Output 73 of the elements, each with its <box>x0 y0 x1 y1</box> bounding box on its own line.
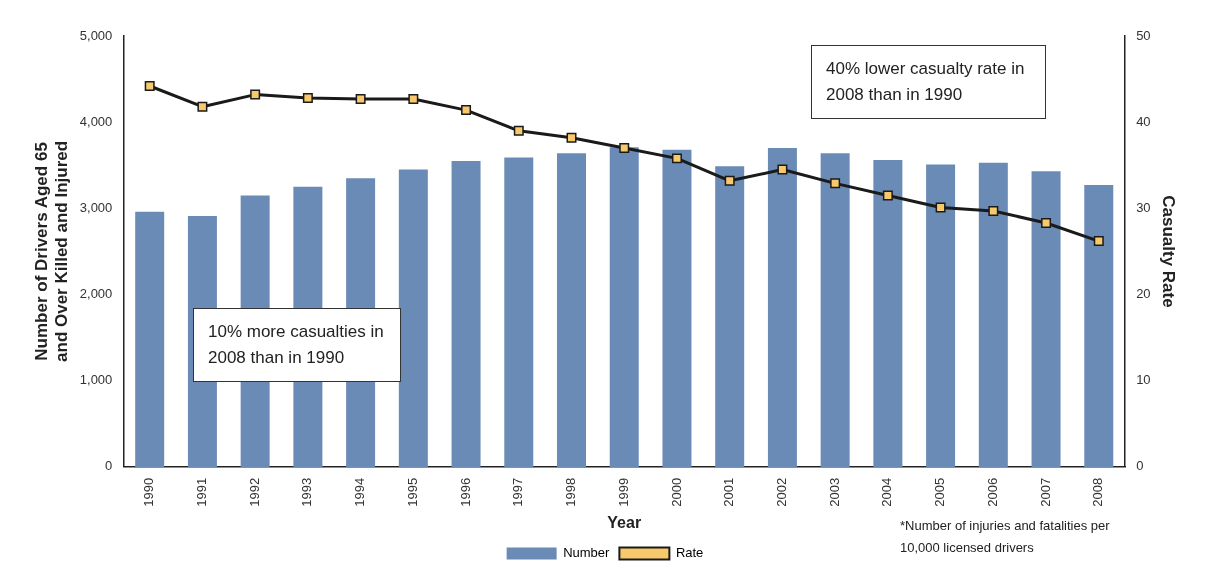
x-tick-label: 2006 <box>984 477 1000 507</box>
bar <box>767 148 797 467</box>
point <box>671 153 682 164</box>
x-tick-label: 2001 <box>721 477 737 507</box>
y2-tick-label: 40 <box>1136 113 1151 129</box>
x-tick-label: 1992 <box>246 477 262 507</box>
y2-axis-title: Casualty Rate <box>1159 195 1179 308</box>
y2-tick-label: 50 <box>1136 27 1151 43</box>
point <box>882 190 893 201</box>
y2-tick-label: 10 <box>1136 372 1151 388</box>
x-tick-label: 1990 <box>141 477 157 507</box>
x-tick-label: 2003 <box>826 477 842 507</box>
point <box>777 164 788 175</box>
x-tick-label: 1993 <box>299 477 315 507</box>
y2-tick-label: 0 <box>1136 458 1144 474</box>
point <box>144 80 155 91</box>
x-tick-label: 1996 <box>457 477 473 507</box>
bar <box>609 147 639 467</box>
text: *Number of injuries and fatalities per 10,000 licensed drivers <box>900 517 1111 557</box>
x-tick-label: 1998 <box>563 477 579 507</box>
bar <box>504 157 534 467</box>
x-tick-label: 2008 <box>1090 477 1106 507</box>
point <box>988 205 999 216</box>
y-tick-label: 4,000 <box>79 113 113 129</box>
bar <box>873 160 903 467</box>
y-tick-label: 3,000 <box>79 199 113 215</box>
bar <box>135 211 165 467</box>
annotation: 40% lower casualty rate in 2008 than in 1990 <box>811 45 1046 119</box>
x-tick-label: 1991 <box>194 477 209 507</box>
point <box>355 93 366 104</box>
bar <box>451 160 481 467</box>
point <box>513 125 524 136</box>
x-tick-label: 2002 <box>773 477 789 507</box>
x-tick-label: 2005 <box>932 477 948 507</box>
x-tick-label: 2004 <box>879 477 895 507</box>
point <box>724 175 735 186</box>
bar <box>557 153 587 467</box>
y2-tick-label: 20 <box>1136 286 1151 302</box>
x-tick-label: 2000 <box>668 477 684 507</box>
x-axis-title: Year <box>607 513 642 531</box>
point <box>461 105 472 116</box>
bar <box>662 149 692 467</box>
point <box>935 202 946 213</box>
bar <box>1031 171 1061 467</box>
legend-label: Rate <box>675 545 704 561</box>
y-tick-label: 5,000 <box>79 27 113 43</box>
point <box>302 93 313 104</box>
point <box>408 93 419 104</box>
point <box>1093 236 1104 247</box>
bar <box>820 153 850 467</box>
x-tick-label: 1994 <box>352 477 368 507</box>
bar <box>715 166 745 467</box>
y-tick-label: 2,000 <box>79 286 113 302</box>
x-tick-label: 2007 <box>1037 477 1053 507</box>
point <box>619 143 630 154</box>
legend-label: Number <box>563 545 611 561</box>
bar <box>1084 185 1114 467</box>
x-tick-label: 1999 <box>615 477 631 507</box>
bar <box>978 162 1008 467</box>
point <box>250 89 261 100</box>
y-tick-label: 1,000 <box>79 372 113 388</box>
y-tick-label: 0 <box>105 458 113 474</box>
bar <box>398 169 428 467</box>
x-tick-label: 1995 <box>404 477 420 507</box>
point <box>566 132 577 143</box>
point <box>1041 218 1052 228</box>
point <box>830 178 841 189</box>
annotation: 10% more casualties in 2008 than in 1990 <box>193 308 401 382</box>
y2-tick-label: 30 <box>1136 199 1151 215</box>
y-axis-title: Number of Drivers Aged 65 and Over Killed and Injured <box>31 140 72 362</box>
bar <box>926 164 956 467</box>
point <box>197 101 208 112</box>
x-tick-label: 1997 <box>510 477 526 507</box>
